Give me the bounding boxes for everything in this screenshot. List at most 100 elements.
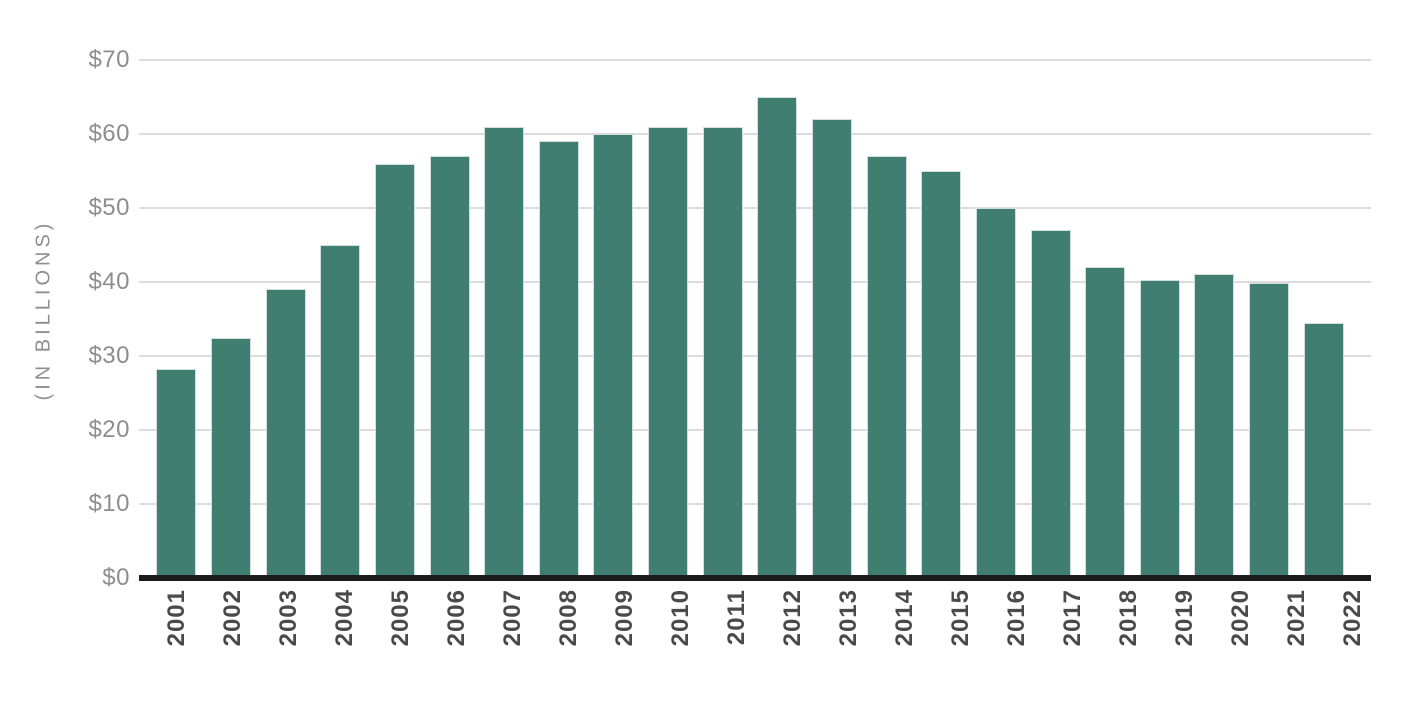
bar — [812, 119, 852, 578]
gridline — [139, 59, 1371, 61]
x-tick-label: 2011 — [723, 589, 750, 646]
bar-slot — [750, 60, 805, 578]
x-tick-slot: 2021 — [1269, 589, 1325, 699]
x-tick-slot: 2012 — [765, 589, 821, 699]
bar — [1085, 267, 1126, 578]
x-tick-slot: 2003 — [261, 589, 317, 699]
y-tick-label: $70 — [88, 46, 130, 73]
x-tick-slot: 2001 — [149, 589, 205, 699]
bar — [1030, 230, 1071, 578]
bar-slot — [805, 60, 860, 578]
bar — [1249, 283, 1290, 578]
x-tick-slot: 2005 — [373, 589, 429, 699]
bar — [374, 163, 415, 578]
bar-slot — [1242, 60, 1297, 578]
bar-slot — [914, 60, 969, 578]
bar — [1303, 322, 1344, 578]
x-tick-slot: 2007 — [485, 589, 541, 699]
y-tick-label: $40 — [88, 268, 130, 295]
y-tick-label: $10 — [88, 490, 130, 517]
bar-slot — [204, 60, 259, 578]
bar — [484, 126, 525, 578]
bars-container — [139, 60, 1371, 578]
bar-slot — [586, 60, 641, 578]
y-tick-label: $50 — [88, 194, 130, 221]
bar — [265, 289, 306, 578]
bar-slot — [641, 60, 696, 578]
x-axis-tick-labels: 2001 2002 2003 2004 2005 2006 2007 2008 2009 2010… — [139, 589, 1401, 699]
bar — [757, 97, 798, 578]
bar — [210, 337, 251, 578]
x-tick-slot: 2020 — [1213, 589, 1269, 699]
x-tick-slot: 2008 — [541, 589, 597, 699]
bar-slot — [859, 60, 914, 578]
gridline — [139, 281, 1371, 283]
bar — [648, 126, 689, 578]
bar-slot — [1078, 60, 1133, 578]
x-tick-slot: 2019 — [1157, 589, 1213, 699]
x-tick-label: 2018 — [1115, 589, 1142, 647]
bar — [702, 126, 743, 578]
x-tick-label: 2022 — [1339, 589, 1366, 647]
bar-slot — [422, 60, 477, 578]
bar-slot — [1187, 60, 1242, 578]
bar-slot — [313, 60, 368, 578]
gridline — [139, 355, 1371, 357]
bar — [538, 141, 579, 578]
gridline — [139, 429, 1371, 431]
bar — [320, 245, 361, 578]
x-tick-label: 2001 — [163, 589, 190, 647]
bar-slot — [969, 60, 1024, 578]
x-tick-slot: 2002 — [205, 589, 261, 699]
x-tick-label: 2002 — [219, 589, 246, 647]
x-axis-baseline — [139, 575, 1371, 581]
x-tick-label: 2016 — [1003, 589, 1030, 647]
bar-slot — [1296, 60, 1351, 578]
y-tick-label: $30 — [88, 342, 130, 369]
x-tick-slot: 2004 — [317, 589, 373, 699]
y-axis-tick-labels: $0 $10 $20 $30 $40 $50 $60 $70 — [0, 46, 130, 591]
x-tick-label: 2013 — [835, 589, 862, 647]
bar — [593, 134, 634, 578]
x-tick-label: 2014 — [891, 589, 918, 647]
x-tick-slot: 2022 — [1325, 589, 1381, 699]
x-tick-label: 2005 — [387, 589, 414, 647]
x-tick-slot: 2009 — [597, 589, 653, 699]
bar — [1139, 279, 1180, 578]
gridline — [139, 503, 1371, 505]
x-tick-slot: 2014 — [877, 589, 933, 699]
x-tick-label: 2007 — [499, 589, 526, 647]
x-tick-slot: 2015 — [933, 589, 989, 699]
x-tick-label: 2012 — [779, 589, 806, 647]
x-tick-slot: 2010 — [653, 589, 709, 699]
x-tick-label: 2006 — [443, 589, 470, 647]
bar-slot — [695, 60, 750, 578]
bar — [921, 171, 962, 578]
x-tick-slot: 2011 — [709, 589, 765, 699]
x-tick-slot: 2013 — [821, 589, 877, 699]
bar — [429, 156, 470, 578]
bar — [866, 156, 907, 578]
bar-slot — [531, 60, 586, 578]
x-tick-label: 2009 — [611, 589, 638, 647]
x-tick-slot: 2006 — [429, 589, 485, 699]
x-tick-label: 2019 — [1171, 589, 1198, 647]
x-tick-label: 2003 — [275, 589, 302, 647]
x-tick-label: 2021 — [1283, 589, 1310, 647]
x-tick-label: 2015 — [947, 589, 974, 647]
x-tick-label: 2010 — [667, 589, 694, 647]
bar-slot — [149, 60, 204, 578]
bar-slot — [1133, 60, 1188, 578]
y-tick-label: $20 — [88, 416, 130, 443]
y-tick-label: $60 — [88, 120, 130, 147]
plot-area — [139, 59, 1371, 578]
bar-slot — [1023, 60, 1078, 578]
x-tick-label: 2004 — [331, 589, 358, 647]
bar — [975, 208, 1016, 578]
gridlines — [139, 59, 1371, 578]
x-tick-slot: 2018 — [1101, 589, 1157, 699]
x-tick-slot: 2016 — [989, 589, 1045, 699]
gridline — [139, 207, 1371, 209]
bar — [156, 369, 197, 578]
